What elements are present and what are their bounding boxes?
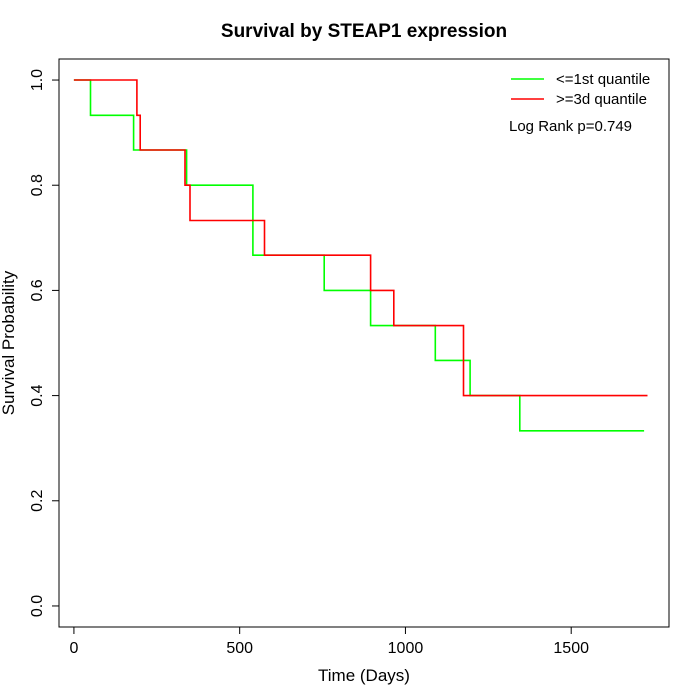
legend-label: <=1st quantile [556,71,650,88]
chart-title: Survival by STEAP1 expression [221,21,507,42]
y-axis-label: Survival Probability [0,270,18,415]
y-tick-label: 0.4 [29,384,46,406]
survival-curve-series-1 [73,79,645,432]
y-tick-label: 1.0 [29,69,46,91]
plot-frame [58,58,670,628]
x-tick-label: 1500 [553,640,589,657]
legend: <=1st quantile >=3d quantile [511,71,650,108]
y-tick-label: 0.8 [29,174,46,196]
x-tick-label: 1000 [388,640,424,657]
x-axis-label: Time (Days) [318,666,410,685]
legend-label: >=3d quantile [556,91,647,108]
axes: 0 500 1000 1500 0.0 0.2 0.4 0.6 0.8 1.0 [29,69,589,657]
series-group [73,79,648,432]
y-tick-label: 0.6 [29,279,46,301]
y-tick-label: 0.2 [29,490,46,512]
x-tick-label: 0 [69,640,78,657]
survival-curve-series-2 [73,79,648,397]
log-rank-annotation: Log Rank p=0.749 [509,118,632,135]
y-tick-label: 0.0 [29,595,46,617]
x-tick-label: 500 [226,640,253,657]
